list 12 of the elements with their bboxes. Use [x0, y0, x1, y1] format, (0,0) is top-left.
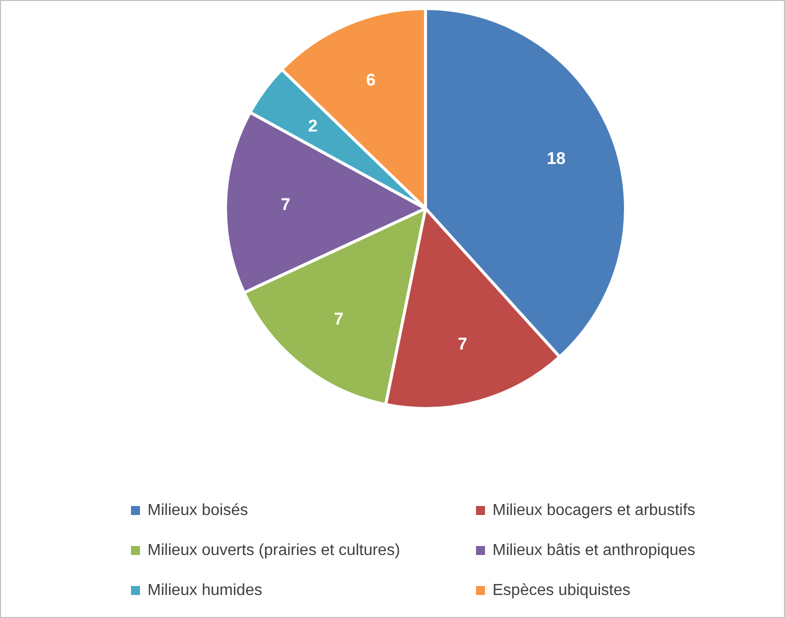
data-label: 7 [458, 334, 468, 354]
data-label: 7 [334, 309, 344, 328]
data-label: 2 [308, 116, 318, 136]
legend-label: Milieux bâtis et anthropiques [492, 542, 696, 559]
data-label: 6 [366, 70, 376, 90]
legend-label: Milieux humides [148, 582, 262, 599]
data-label: 18 [546, 149, 566, 168]
legend-label: Milieux ouverts (prairies et cultures) [148, 542, 400, 559]
legend-label: Milieux boisés [148, 502, 248, 519]
data-label: 7 [280, 194, 290, 214]
legend-label: Milieux bocagers et arbustifs [492, 502, 696, 519]
legend-label: Espèces ubiquistes [492, 582, 630, 599]
